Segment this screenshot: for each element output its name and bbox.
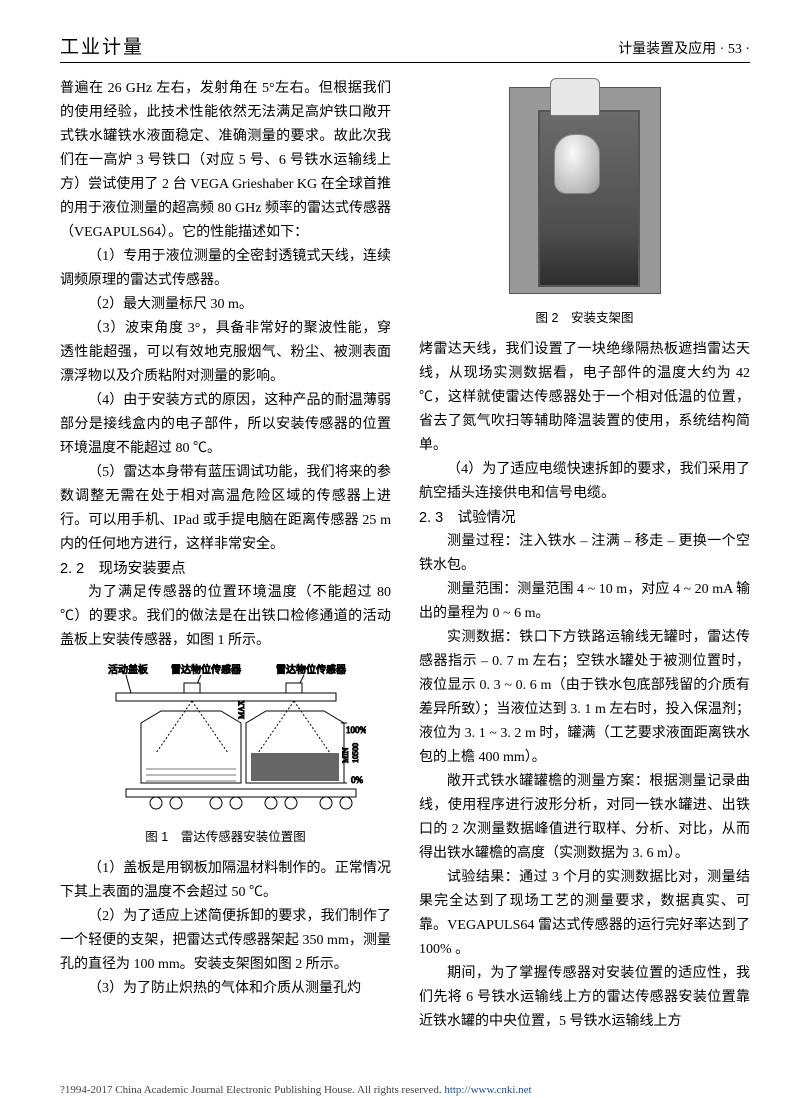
list-item: （3）为了防止炽热的气体和介质从测量孔灼 [60,977,391,1001]
figure-2: 图 2 安装支架图 [419,87,750,326]
figure-1: 活动盖板 雷达物位传感器 雷达物位传感器 [60,663,391,845]
section-heading: 2. 3 试验情况 [419,506,750,530]
content-columns: 普遍在 26 GHz 左右，发射角在 5°左右。但根据我们的使用经验，此技术性能… [60,77,750,1034]
svg-text:雷达物位传感器: 雷达物位传感器 [276,663,346,676]
list-item: （2）最大测量标尺 30 m。 [60,293,391,317]
svg-text:MIN: MIN [341,747,350,763]
journal-title: 工业计量 [60,32,144,59]
page: 工业计量 计量装置及应用 · 53 · 普遍在 26 GHz 左右，发射角在 5… [0,0,800,1054]
svg-text:MAX: MAX [237,700,246,719]
paragraph: 为了满足传感器的位置环境温度（不能超过 80 ℃）的要求。我们的做法是在出铁口检… [60,581,391,653]
paragraph: 期间，为了掌握传感器对安装位置的适应性，我们先将 6 号铁水运输线上方的雷达传感… [419,962,750,1034]
footer-text: ?1994-2017 China Academic Journal Electr… [60,1084,444,1096]
footer-link[interactable]: http://www.cnki.net [444,1084,531,1096]
figure-2-caption: 图 2 安装支架图 [419,307,750,326]
paragraph: 普遍在 26 GHz 左右，发射角在 5°左右。但根据我们的使用经验，此技术性能… [60,77,391,245]
paragraph: 测量范围：测量范围 4 ~ 10 m，对应 4 ~ 20 mA 输出的量程为 0… [419,578,750,626]
list-item: （2）为了适应上述简便拆卸的要求，我们制作了一个轻便的支架，把雷达式传感器架起 … [60,905,391,977]
svg-text:雷达物位传感器: 雷达物位传感器 [171,663,241,676]
svg-text:0%: 0% [351,775,364,785]
footer: ?1994-2017 China Academic Journal Electr… [0,1084,800,1096]
left-column: 普遍在 26 GHz 左右，发射角在 5°左右。但根据我们的使用经验，此技术性能… [60,77,391,1034]
figure-1-caption: 图 1 雷达传感器安装位置图 [60,826,391,845]
page-number: · 53 · [720,42,750,57]
list-item: （5）雷达本身带有蓝压调试功能，我们将来的参数调整无需在处于相对高温危险区域的传… [60,461,391,557]
svg-text:10500: 10500 [351,743,360,763]
list-item: （1）专用于液位测量的全密封透镜式天线，连续调频原理的雷达式传感器。 [60,245,391,293]
list-item: （1）盖板是用钢板加隔温材料制作的。正常情况下其上表面的温度不会超过 50 ℃。 [60,857,391,905]
header-right: 计量装置及应用 · 53 · [618,38,750,58]
paragraph: 试验结果：通过 3 个月的实测数据比对，测量结果完全达到了现场工艺的测量要求，数… [419,866,750,962]
right-column: 图 2 安装支架图 烤雷达天线，我们设置了一块绝缘隔热板遮挡雷达天线，从现场实测… [419,77,750,1034]
category: 计量装置及应用 [618,42,716,57]
list-item: （3）波束角度 3°，具备非常好的聚波性能，穿透性能超强，可以有效地克服烟气、粉… [60,317,391,389]
bracket-photo-icon [509,87,661,294]
list-item: （4）为了适应电缆快速拆卸的要求，我们采用了航空插头连接供电和信号电缆。 [419,458,750,506]
paragraph: 烤雷达天线，我们设置了一块绝缘隔热板遮挡雷达天线，从现场实测数据看，电子部件的温… [419,338,750,458]
paragraph: 实测数据：铁口下方铁路运输线无罐时，雷达传感器指示 – 0. 7 m 左右；空铁… [419,626,750,770]
svg-text:100%: 100% [346,725,366,735]
list-item: （4）由于安装方式的原因，这种产品的耐温薄弱部分是接线盒内的电子部件，所以安装传… [60,389,391,461]
section-heading: 2. 2 现场安装要点 [60,557,391,581]
paragraph: 测量过程：注入铁水 – 注满 – 移走 – 更换一个空铁水包。 [419,530,750,578]
svg-text:活动盖板: 活动盖板 [108,663,148,676]
page-header: 工业计量 计量装置及应用 · 53 · [60,32,750,63]
installation-diagram-icon: 活动盖板 雷达物位传感器 雷达物位传感器 [86,663,366,813]
paragraph: 敞开式铁水罐罐檐的测量方案：根据测量记录曲线，使用程序进行波形分析，对同一铁水罐… [419,770,750,866]
